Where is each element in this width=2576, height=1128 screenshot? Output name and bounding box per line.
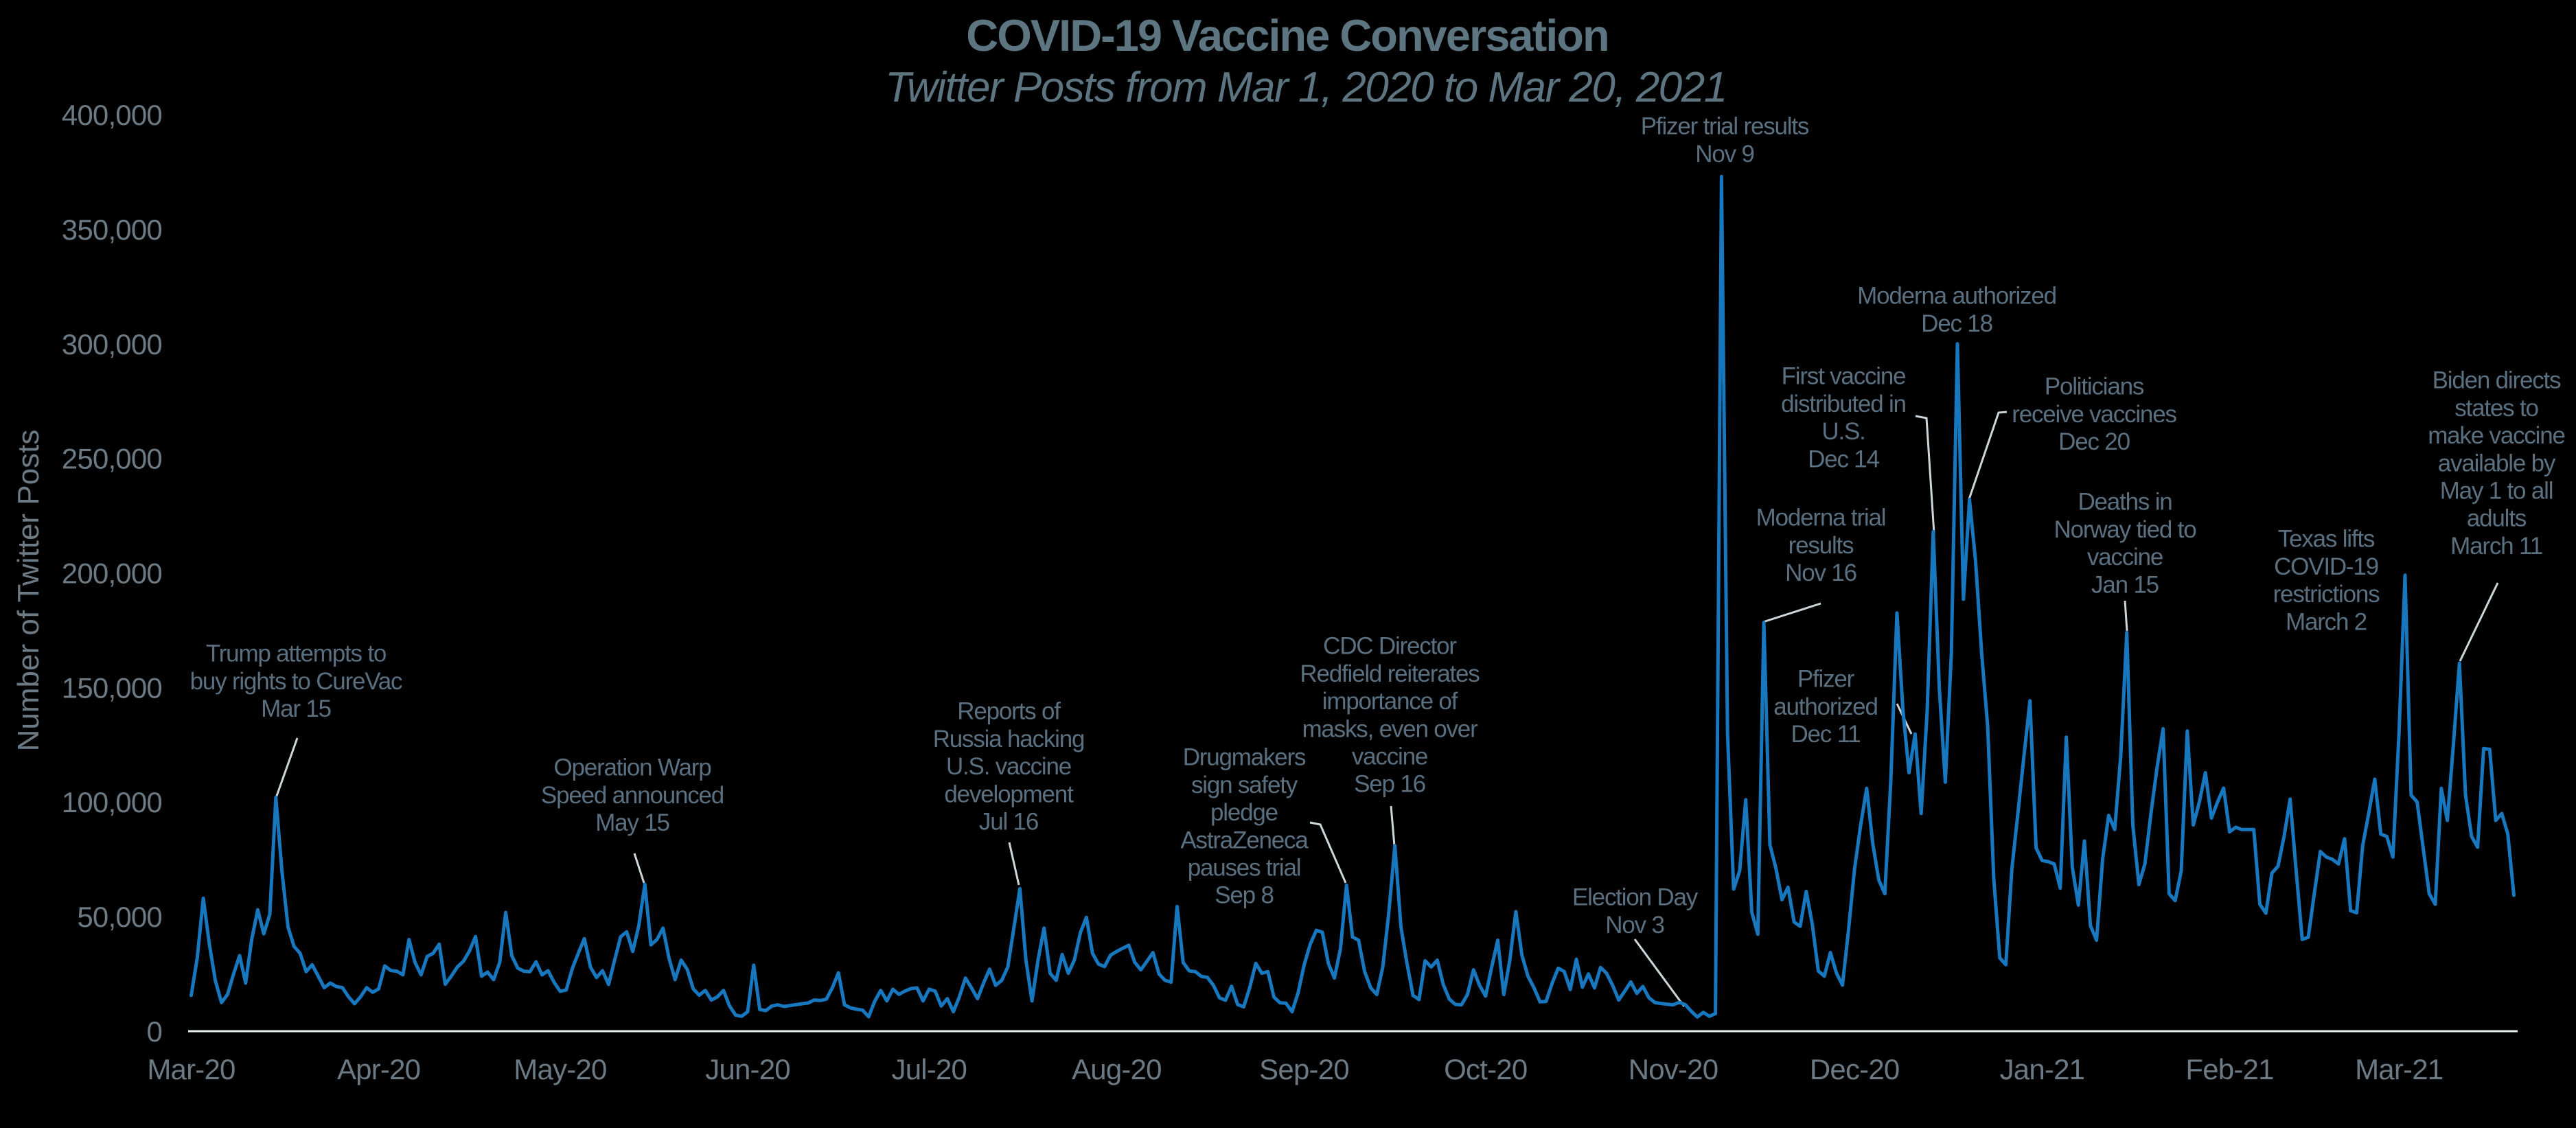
svg-text:50,000: 50,000: [77, 901, 162, 933]
svg-text:March 11: March 11: [2450, 533, 2542, 560]
svg-text:100,000: 100,000: [62, 786, 162, 818]
svg-text:Dec 20: Dec 20: [2058, 428, 2130, 455]
svg-text:Redfield reiterates: Redfield reiterates: [1300, 660, 1480, 687]
svg-text:Mar-20: Mar-20: [147, 1053, 235, 1085]
svg-text:Texas lifts: Texas lifts: [2278, 526, 2375, 553]
svg-text:Feb-21: Feb-21: [2185, 1053, 2273, 1085]
svg-text:Mar 15: Mar 15: [261, 695, 331, 722]
svg-text:development: development: [944, 781, 1074, 807]
svg-text:COVID-19: COVID-19: [2274, 553, 2378, 580]
svg-text:Speed announced: Speed announced: [541, 782, 724, 809]
svg-text:May 1 to all: May 1 to all: [2440, 478, 2553, 505]
svg-text:0: 0: [146, 1015, 162, 1048]
svg-text:Operation Warp: Operation Warp: [554, 755, 711, 781]
svg-text:Moderna trial: Moderna trial: [1756, 505, 1886, 531]
svg-text:Norway tied to: Norway tied to: [2054, 516, 2196, 543]
svg-text:200,000: 200,000: [62, 557, 162, 590]
svg-text:Nov-20: Nov-20: [1629, 1053, 1718, 1085]
svg-text:receive vaccines: receive vaccines: [2012, 401, 2176, 428]
svg-text:Election Day: Election Day: [1572, 884, 1699, 911]
svg-text:Sep-20: Sep-20: [1259, 1053, 1349, 1085]
svg-text:Twitter Posts from Mar 1, 2020: Twitter Posts from Mar 1, 2020 to Mar 20…: [885, 64, 1727, 111]
svg-text:First vaccine: First vaccine: [1782, 363, 1906, 390]
svg-text:make vaccine: make vaccine: [2428, 422, 2565, 449]
svg-text:Jul-20: Jul-20: [892, 1053, 967, 1085]
svg-text:importance of: importance of: [1322, 688, 1458, 715]
svg-text:300,000: 300,000: [62, 328, 162, 360]
svg-text:U.S.: U.S.: [1821, 418, 1865, 445]
svg-text:states to: states to: [2454, 395, 2538, 422]
svg-text:distributed in: distributed in: [1781, 391, 1906, 417]
svg-text:Pfizer trial results: Pfizer trial results: [1641, 113, 1809, 140]
svg-text:Trump attempts to: Trump attempts to: [206, 641, 386, 667]
svg-text:Nov 9: Nov 9: [1695, 141, 1753, 168]
svg-text:Number of Twitter Posts: Number of Twitter Posts: [12, 430, 45, 752]
svg-text:vaccine: vaccine: [1352, 744, 1427, 770]
svg-text:COVID-19 Vaccine Conversation: COVID-19 Vaccine Conversation: [966, 10, 1608, 60]
svg-text:Pfizer: Pfizer: [1797, 666, 1855, 693]
svg-text:Sep 8: Sep 8: [1215, 882, 1273, 909]
svg-text:Oct-20: Oct-20: [1444, 1053, 1527, 1085]
svg-text:results: results: [1789, 532, 1854, 559]
svg-text:authorized: authorized: [1773, 693, 1877, 720]
svg-text:250,000: 250,000: [62, 443, 162, 475]
svg-text:U.S. vaccine: U.S. vaccine: [946, 753, 1071, 780]
svg-text:pledge: pledge: [1210, 799, 1278, 826]
svg-text:sign safety: sign safety: [1191, 772, 1298, 798]
svg-text:Mar-21: Mar-21: [2355, 1053, 2443, 1085]
svg-text:Apr-20: Apr-20: [337, 1053, 420, 1085]
svg-text:Biden directs: Biden directs: [2433, 367, 2561, 394]
svg-text:400,000: 400,000: [62, 99, 162, 131]
svg-text:Dec 11: Dec 11: [1791, 721, 1860, 748]
svg-text:March 2: March 2: [2286, 608, 2367, 635]
svg-text:CDC Director: CDC Director: [1323, 633, 1457, 660]
svg-text:buy rights to CureVac: buy rights to CureVac: [190, 668, 402, 695]
svg-text:150,000: 150,000: [62, 671, 162, 704]
svg-text:available by: available by: [2438, 450, 2556, 476]
svg-text:Deaths in: Deaths in: [2078, 489, 2172, 516]
svg-text:Sep 16: Sep 16: [1354, 771, 1425, 798]
svg-text:Dec 14: Dec 14: [1808, 446, 1879, 472]
svg-text:AstraZeneca: AstraZeneca: [1180, 827, 1309, 853]
svg-text:Jan 15: Jan 15: [2091, 571, 2159, 598]
svg-text:350,000: 350,000: [62, 214, 162, 246]
svg-text:masks, even over: masks, even over: [1302, 715, 1478, 742]
svg-text:pauses trial: pauses trial: [1188, 855, 1301, 882]
svg-text:restrictions: restrictions: [2273, 581, 2380, 608]
svg-text:Jul 16: Jul 16: [979, 809, 1038, 836]
svg-text:adults: adults: [2467, 505, 2527, 532]
svg-text:Drugmakers: Drugmakers: [1183, 744, 1306, 771]
svg-text:Jan-21: Jan-21: [2000, 1053, 2085, 1085]
svg-text:May-20: May-20: [514, 1053, 606, 1085]
svg-text:Aug-20: Aug-20: [1072, 1053, 1162, 1085]
svg-text:Dec-20: Dec-20: [1810, 1053, 1900, 1085]
svg-text:Jun-20: Jun-20: [705, 1053, 790, 1085]
svg-text:Reports of: Reports of: [957, 698, 1061, 725]
svg-text:Moderna authorized: Moderna authorized: [1857, 283, 2056, 310]
svg-text:vaccine: vaccine: [2087, 544, 2163, 571]
svg-text:Nov 3: Nov 3: [1605, 912, 1664, 939]
svg-text:May 15: May 15: [595, 809, 669, 836]
svg-text:Dec 18: Dec 18: [1921, 310, 1992, 337]
svg-text:Nov 16: Nov 16: [1785, 560, 1856, 586]
svg-text:Russia hacking: Russia hacking: [933, 726, 1085, 752]
svg-text:Politicians: Politicians: [2045, 373, 2144, 400]
